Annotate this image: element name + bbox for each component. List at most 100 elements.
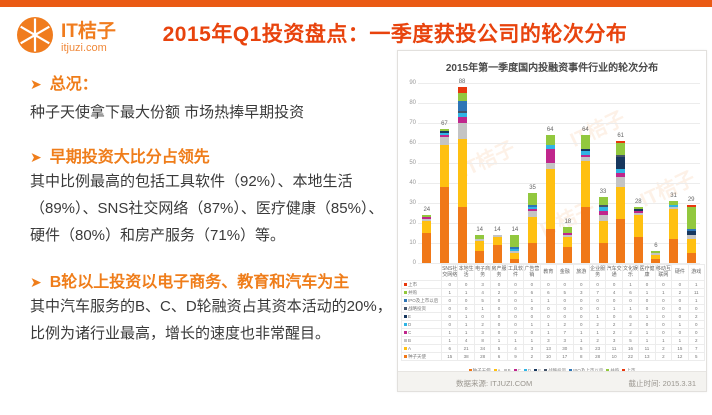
table-cell: 0 <box>572 304 590 313</box>
segment-种子天使 <box>510 259 520 263</box>
segment-A <box>616 187 626 219</box>
segment-B <box>457 123 467 139</box>
cutoff-date-label: 截止时间: 2015.3.31 <box>628 379 696 388</box>
table-cell: 0 <box>572 320 590 329</box>
table-cell: 0 <box>556 312 574 321</box>
segment-并购 <box>633 207 643 209</box>
legend-item: C <box>513 368 521 373</box>
column-header: 汽车交通 <box>605 264 623 281</box>
legend-item: 战略投资 <box>544 368 566 373</box>
table-cell: 0 <box>654 328 673 337</box>
table-cell: 0 <box>654 304 673 313</box>
table-cell: 0 <box>457 296 475 305</box>
segment-D <box>528 207 538 209</box>
row-label: IPO及上市以后 <box>401 296 442 305</box>
segment-战略投资 <box>616 155 626 157</box>
segment-A <box>457 139 467 207</box>
table-cell: 2 <box>588 336 607 345</box>
segment-并购 <box>545 135 555 145</box>
stacked-bar-plot: IT桔子 IT桔子 IT桔子 IT桔子 0 10 20 30 40 50 60 70 80 90 24 67 8… <box>409 79 700 266</box>
segment-C <box>528 209 538 211</box>
segment-种子天使 <box>669 239 679 263</box>
bar-本地生活 <box>439 129 449 263</box>
segment-B <box>545 163 555 169</box>
segment-并购 <box>669 201 679 205</box>
bar-房产服务 <box>475 235 485 263</box>
gridline <box>418 143 700 144</box>
segment-上市 <box>686 205 696 207</box>
column-header: 旅游 <box>572 264 590 281</box>
section-body-early-stage: 其中比例最高的包括工具软件（92%）、本地生活（89%）、SNS社交网络（87%… <box>30 173 384 244</box>
table-cell: 17 <box>556 352 574 361</box>
segment-A <box>563 237 573 247</box>
table-cell: 0 <box>506 328 525 337</box>
table-cell: 0 <box>654 280 673 289</box>
table-cell: 1 <box>671 320 689 329</box>
legend-color-chip <box>404 282 407 286</box>
orange-fruit-icon <box>16 16 54 59</box>
table-row: A 6 21 34 5 4 3 13 30 5 23 11 16 11 2 15 7 <box>401 344 706 353</box>
table-cell: 3 <box>473 280 492 289</box>
segment-E <box>439 131 449 133</box>
table-cell: 13 <box>539 344 558 353</box>
table-cell: 2 <box>654 344 673 353</box>
table-cell: 10 <box>539 352 558 361</box>
table-cell: 0 <box>638 296 656 305</box>
table-cell: 10 <box>605 352 623 361</box>
segment-A <box>598 221 608 243</box>
segment-A <box>475 241 485 251</box>
y-axis-tick: 80 <box>409 100 416 106</box>
segment-并购 <box>563 227 573 233</box>
table-cell: 1 <box>539 296 558 305</box>
table-cell: 0 <box>556 296 574 305</box>
table-cell: 11 <box>687 288 706 297</box>
table-row: 上市 0 0 3 0 0 0 0 0 0 0 0 1 0 0 0 1 <box>401 280 706 289</box>
table-cell: 6 <box>621 288 640 297</box>
table-cell: 1 <box>506 336 525 345</box>
table-cell: 0 <box>539 304 558 313</box>
logo-title: IT桔子 <box>61 20 116 42</box>
table-cell: 2 <box>621 328 640 337</box>
bar-广告营销 <box>510 235 520 263</box>
segment-B <box>616 177 626 187</box>
table-cell: 30 <box>556 344 574 353</box>
segment-C <box>598 211 608 215</box>
segment-IPO及上市以后 <box>510 247 520 249</box>
table-cell: 0 <box>556 304 574 313</box>
column-header: 文化娱乐 <box>621 264 640 281</box>
y-axis-tick: 60 <box>409 140 416 146</box>
table-cell: 0 <box>671 296 689 305</box>
segment-并购 <box>686 207 696 229</box>
bar-total-label: 29 <box>687 197 695 203</box>
table-cell: 0 <box>440 304 459 313</box>
section-body-overview: 种子天使拿下最大份额 市场热捧早期投资 <box>30 104 305 121</box>
legend-color-chip <box>523 369 527 373</box>
bar-total-label: 18 <box>564 219 572 225</box>
segment-B <box>669 207 679 209</box>
segment-E <box>633 209 643 211</box>
table-cell: 0 <box>572 312 590 321</box>
column-header: 医疗健康 <box>638 264 656 281</box>
table-cell: 7 <box>556 328 574 337</box>
segment-A <box>439 145 449 187</box>
table-cell: 1 <box>588 328 607 337</box>
table-cell: 0 <box>654 320 673 329</box>
table-cell: 6 <box>490 352 508 361</box>
table-cell: 4 <box>457 336 475 345</box>
y-axis-tick: 70 <box>409 120 416 126</box>
legend-item: B <box>503 368 511 373</box>
segment-种子天使 <box>563 247 573 263</box>
legend-item: IPO及上市以后 <box>569 368 603 373</box>
table-row: 战略投资 0 0 1 0 0 0 0 0 0 0 1 1 0 0 0 0 <box>401 304 706 313</box>
table-cell: 0 <box>506 312 525 321</box>
segment-上市 <box>457 87 467 93</box>
table-cell: 0 <box>687 304 706 313</box>
table-cell: 1 <box>605 304 623 313</box>
segment-并购 <box>510 235 520 247</box>
chart-footer-bar: 数据来源: ITJUZI.COM 截止时间: 2015.3.31 <box>398 371 706 391</box>
segment-A <box>651 255 661 259</box>
segment-种子天使 <box>598 243 608 263</box>
table-cell: 0 <box>605 296 623 305</box>
